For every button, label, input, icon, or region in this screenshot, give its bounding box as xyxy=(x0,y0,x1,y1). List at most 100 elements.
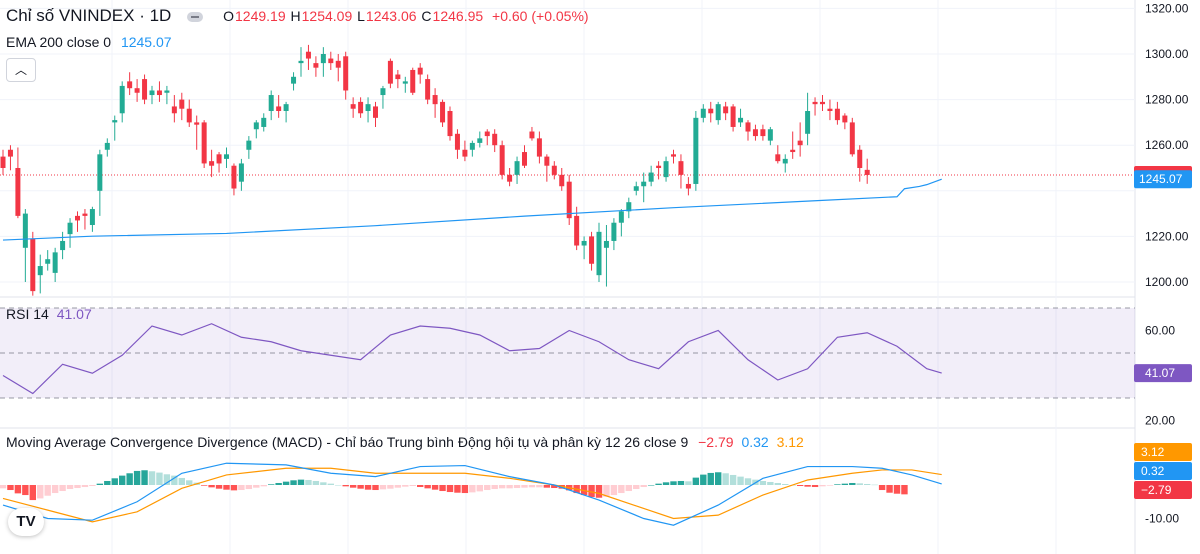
candle-body xyxy=(447,111,453,137)
candle-body xyxy=(603,240,609,248)
macd-histogram-bar xyxy=(454,485,461,493)
macd-histogram-bar xyxy=(864,483,871,485)
macd-histogram-bar xyxy=(349,485,357,488)
macd-histogram-bar xyxy=(849,482,856,485)
candle-body xyxy=(358,101,364,114)
macd-histogram-bar xyxy=(59,485,66,492)
candle-body xyxy=(760,129,766,137)
rsi-legend[interactable]: RSI 14 41.07 xyxy=(6,306,92,322)
macd-histogram-bar xyxy=(513,485,521,489)
candle-body xyxy=(149,90,155,96)
collapse-legend-icon[interactable] xyxy=(187,12,204,23)
macd-histogram-bar xyxy=(610,485,618,496)
macd-histogram-bar xyxy=(461,485,469,494)
candle-body xyxy=(82,213,88,216)
ema-legend-value: 1245.07 xyxy=(120,34,172,50)
macd-histogram-bar xyxy=(297,479,305,485)
rsi-legend-value: 41.07 xyxy=(56,306,92,322)
candle-body xyxy=(186,108,192,123)
macd-value-badge: 0.32 xyxy=(1141,464,1165,478)
candle-body xyxy=(97,154,103,191)
macd-histogram-bar xyxy=(424,485,431,489)
candle-body xyxy=(529,131,535,139)
chevron-up-icon[interactable]: ︿ xyxy=(6,58,36,82)
macd-histogram-bar xyxy=(96,483,104,485)
rsi-legend-label: RSI 14 xyxy=(6,306,49,322)
symbol-title[interactable]: Chỉ số VNINDEX · 1D xyxy=(6,6,172,25)
rsi-line xyxy=(2,323,942,395)
macd-histogram-bar xyxy=(156,472,163,485)
candle-body xyxy=(89,209,95,225)
candle-body xyxy=(171,106,177,114)
candle-body xyxy=(201,122,207,164)
candle-body xyxy=(834,108,840,121)
candle-body xyxy=(641,181,647,187)
macd-histogram-bar xyxy=(245,485,253,490)
macd-histogram-bar xyxy=(148,471,156,485)
macd-histogram-bar xyxy=(670,481,677,485)
rsi-badge: 41.07 xyxy=(1145,366,1175,380)
macd-histogram-bar xyxy=(342,485,349,487)
candle-body xyxy=(30,238,36,292)
macd-histogram-bar xyxy=(588,485,595,498)
macd-histogram-bar xyxy=(409,485,416,487)
candle-body xyxy=(685,183,691,189)
macd-histogram-bar xyxy=(357,485,364,489)
candle-body xyxy=(738,117,744,123)
ema-value-badge-bg xyxy=(1134,170,1192,189)
candle-body xyxy=(536,138,542,157)
macd-histogram-bar xyxy=(767,481,774,485)
candle-body xyxy=(618,211,624,223)
macd-legend[interactable]: Moving Average Convergence Divergence (M… xyxy=(6,434,804,450)
ema-line xyxy=(2,178,942,241)
macd-histogram-bar xyxy=(595,485,603,498)
macd-histogram-bar xyxy=(759,480,767,485)
candle-body xyxy=(313,63,319,68)
candle-body xyxy=(507,174,513,182)
candle-body xyxy=(134,88,140,93)
candle-body xyxy=(60,240,66,251)
candle-body xyxy=(626,202,632,212)
candle-body xyxy=(589,236,595,264)
candle-body xyxy=(45,259,51,264)
price-tick-label: 1320.00 xyxy=(1145,1,1189,15)
ema-legend[interactable]: EMA 200 close 0 1245.07 xyxy=(6,34,172,50)
candle-body xyxy=(440,101,446,123)
macd-hist-badge-bg xyxy=(1134,481,1192,499)
symbol-legend[interactable]: Chỉ số VNINDEX · 1D O1249.19 H1254.09 L1… xyxy=(6,6,590,26)
macd-value-badge-bg xyxy=(1134,462,1192,480)
macd-histogram-bar xyxy=(744,478,752,485)
price-tick-label: 1300.00 xyxy=(1145,47,1189,61)
candle-body xyxy=(0,156,6,168)
candle-body xyxy=(373,106,378,118)
candle-body xyxy=(328,58,334,64)
macd-histogram-bar xyxy=(491,485,498,490)
candle-body xyxy=(849,122,855,155)
candle-body xyxy=(410,69,416,93)
candle-body xyxy=(283,104,289,111)
candle-body xyxy=(678,161,684,175)
macd-histogram-bar xyxy=(51,485,59,494)
macd-histogram-bar xyxy=(238,485,245,491)
candle-body xyxy=(335,60,341,68)
macd-histogram-bar xyxy=(737,476,744,485)
price-tick-label: 1200.00 xyxy=(1145,275,1189,289)
macd-histogram-bar xyxy=(521,485,528,488)
candle-body xyxy=(477,138,483,143)
candle-body xyxy=(261,117,267,127)
candle-body xyxy=(104,142,110,150)
candle-body xyxy=(343,56,349,91)
macd-histogram-bar xyxy=(878,485,886,491)
candle-body xyxy=(611,222,617,241)
macd-histogram-bar xyxy=(335,485,342,486)
macd-histogram-bar xyxy=(119,475,126,485)
candle-body xyxy=(417,67,423,75)
tradingview-logo[interactable]: TV xyxy=(8,508,44,536)
macd-histogram-bar xyxy=(633,485,640,490)
macd-histogram-bar xyxy=(268,484,275,485)
macd-histogram-bar xyxy=(871,484,878,486)
candle-body xyxy=(633,186,639,191)
candle-body xyxy=(827,108,833,111)
macd-histogram-bar xyxy=(655,483,662,485)
